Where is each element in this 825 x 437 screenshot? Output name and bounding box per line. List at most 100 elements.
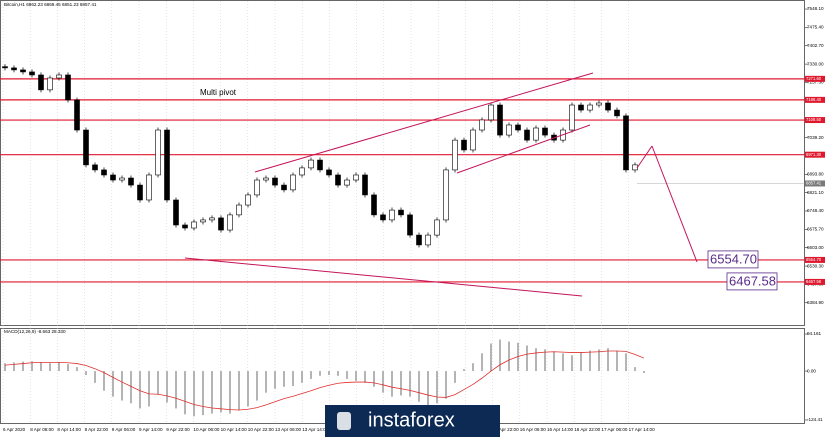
level-tag-label: 7188.40 — [806, 97, 822, 102]
candle-body — [569, 104, 575, 131]
candle-body — [542, 127, 548, 136]
candle-body — [38, 74, 44, 91]
current-price-label: 6857.41 — [806, 181, 822, 186]
macd-signal — [4, 350, 645, 411]
level-tag — [805, 117, 825, 124]
candle-body — [353, 174, 359, 181]
macd-bar — [463, 369, 465, 372]
x-tick-label: 6 Apr 2020 — [3, 427, 26, 432]
macd-bar — [121, 371, 123, 401]
candle-body — [272, 177, 278, 186]
trendline — [456, 124, 591, 174]
macd-bar — [427, 371, 429, 406]
macd-bar — [157, 371, 159, 395]
level-callout: 6467.58 — [729, 273, 776, 288]
x-tick-label: 17 Apr 06:00 — [601, 427, 627, 432]
macd-bar — [598, 349, 600, 372]
x-tick-label: 16 Apr 06:00 — [520, 427, 546, 432]
macd-bar — [499, 339, 501, 372]
candle-body — [587, 104, 593, 111]
candle-body — [398, 209, 404, 216]
candle-body — [254, 179, 260, 196]
candle-body — [47, 77, 53, 91]
trendlines — [184, 72, 698, 297]
macd-bar — [139, 371, 141, 409]
macd-bar — [94, 371, 96, 383]
macd-bar — [4, 363, 6, 372]
candle-body — [191, 221, 197, 229]
candle-body — [488, 104, 494, 121]
candle-body — [182, 224, 188, 229]
y-tick-label: 6530.30 — [807, 263, 824, 268]
candle-body — [389, 209, 395, 221]
y-tick-label: 6821.10 — [807, 190, 824, 195]
candle-body — [515, 124, 521, 131]
candle-body — [29, 71, 35, 76]
macd-bar — [643, 371, 645, 374]
candle-body — [227, 214, 233, 231]
candle-body — [2, 66, 8, 69]
candle-body — [506, 124, 512, 136]
candle-body — [155, 129, 161, 176]
x-tick-label: 17 Apr 14:00 — [629, 427, 655, 432]
macd-bar — [418, 371, 420, 402]
candle-body — [605, 102, 611, 111]
x-tick-label: 8 Apr 14:00 — [57, 427, 81, 432]
candle-body — [317, 159, 323, 171]
macd-bar — [337, 371, 339, 376]
macd-bar — [472, 363, 474, 372]
macd-bar — [553, 351, 555, 372]
x-tick-label: 9 Apr 22:00 — [166, 427, 190, 432]
level-tag-label: 7108.50 — [806, 117, 822, 122]
candle-body — [632, 164, 638, 171]
candle-body — [56, 74, 62, 79]
macd-y-tick-label: -124.41 — [807, 417, 823, 422]
y-tick-label: 7475.40 — [807, 25, 824, 30]
watermark-box — [325, 405, 500, 437]
candle-body — [65, 74, 71, 101]
macd-bar — [265, 371, 267, 393]
header: Bitcoin,H1 6862.23 6869.45 6851.23 6857.… — [4, 2, 97, 7]
x-tick-label: 10 Apr 14:00 — [221, 427, 247, 432]
macd-bar — [310, 371, 312, 379]
level-tag — [805, 96, 825, 103]
macd-bar — [13, 362, 15, 372]
level-tag-label: 6467.58 — [806, 279, 822, 284]
y-tick-label: 7402.70 — [807, 43, 824, 48]
level-callout-box — [726, 272, 778, 291]
annotation: Multi pivot — [200, 88, 237, 97]
macd-bar — [328, 371, 330, 375]
candle-body — [20, 69, 26, 73]
macd-bar — [526, 345, 528, 372]
macd-bar — [409, 371, 411, 397]
candle-body — [218, 217, 224, 231]
y-tick-label: 6748.40 — [807, 208, 824, 213]
macd-bar — [166, 371, 168, 403]
current-price-tag — [805, 180, 825, 187]
level-callout: 6554.70 — [710, 251, 757, 266]
candle-body — [479, 119, 485, 131]
trendline — [254, 72, 594, 173]
x-tick-label: 13 Apr 06:00 — [275, 427, 301, 432]
macd-bar — [67, 363, 69, 372]
macd-bar — [211, 371, 213, 414]
projection — [651, 145, 698, 263]
macd-bar — [346, 371, 348, 379]
macd-bar — [625, 353, 627, 372]
y-tick-label: 7257.30 — [807, 80, 824, 85]
candle-body — [452, 139, 458, 171]
candle-body — [290, 174, 296, 191]
candle-body — [434, 219, 440, 236]
macd-bar — [283, 371, 285, 387]
candle-body — [416, 234, 422, 246]
y-tick-label: 6384.90 — [807, 300, 824, 305]
candle-body — [74, 99, 80, 131]
level-tag — [805, 256, 825, 263]
macd-bar — [355, 371, 357, 381]
macd-bar — [202, 371, 204, 416]
macd-bar — [616, 350, 618, 372]
candle-body — [299, 167, 305, 176]
macd-bar — [562, 353, 564, 372]
candle-body — [308, 159, 314, 169]
macd-bar — [634, 367, 636, 372]
